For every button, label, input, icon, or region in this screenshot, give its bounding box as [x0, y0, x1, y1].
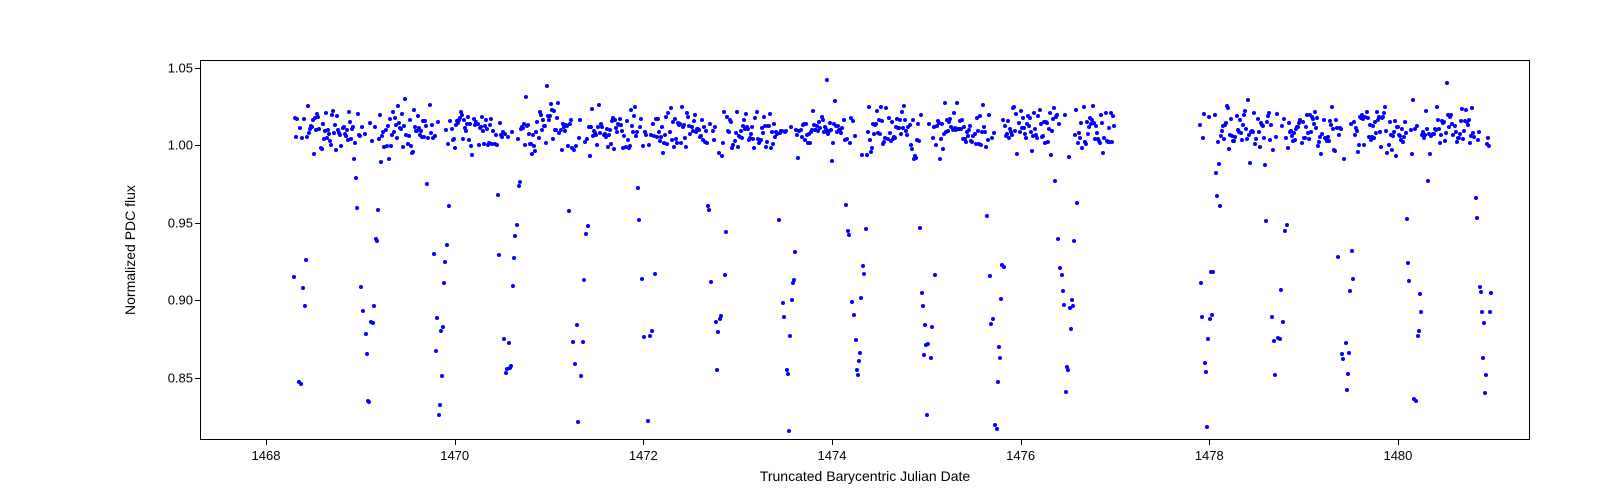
- x-tick-label: 1468: [252, 448, 281, 463]
- y-tick-label: 1.05: [155, 60, 193, 75]
- x-tick-label: 1470: [440, 448, 469, 463]
- x-tick: [1209, 440, 1210, 445]
- x-tick-label: 1480: [1383, 448, 1412, 463]
- x-tick-label: 1472: [629, 448, 658, 463]
- y-tick: [195, 223, 200, 224]
- y-tick: [195, 145, 200, 146]
- y-tick-label: 1.00: [155, 138, 193, 153]
- x-tick: [1021, 440, 1022, 445]
- y-tick-label: 0.95: [155, 215, 193, 230]
- x-axis-label: Truncated Barycentric Julian Date: [760, 468, 970, 484]
- x-tick: [266, 440, 267, 445]
- y-tick: [195, 68, 200, 69]
- x-tick: [455, 440, 456, 445]
- y-tick: [195, 378, 200, 379]
- outlier-point: [825, 78, 829, 82]
- x-tick-label: 1476: [1006, 448, 1035, 463]
- x-tick: [832, 440, 833, 445]
- y-tick-label: 0.90: [155, 293, 193, 308]
- chart-container: Truncated Barycentric Julian Date Normal…: [0, 0, 1600, 500]
- x-tick: [1398, 440, 1399, 445]
- x-tick-label: 1478: [1195, 448, 1224, 463]
- y-tick-label: 0.85: [155, 370, 193, 385]
- x-tick: [643, 440, 644, 445]
- x-tick-label: 1474: [818, 448, 847, 463]
- plot-area: [200, 60, 1530, 440]
- y-tick: [195, 300, 200, 301]
- y-axis-label: Normalized PDC flux: [122, 185, 138, 315]
